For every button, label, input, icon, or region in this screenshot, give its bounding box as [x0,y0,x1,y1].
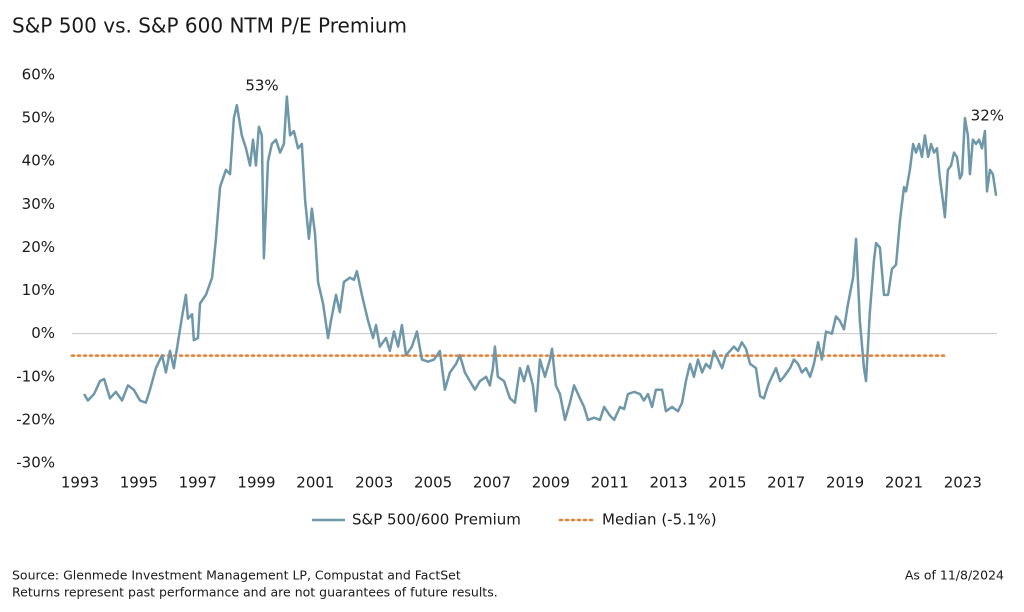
y-tick-label: -10% [16,367,55,385]
x-tick-label: 2003 [355,474,393,492]
x-tick-label: 2023 [944,474,982,492]
annotation: 32% [971,107,1004,125]
disclaimer: Returns represent past performance and a… [12,585,498,600]
x-tick-label: 2013 [649,474,687,492]
x-tick-label: 2015 [708,474,746,492]
x-tick-label: 2021 [885,474,923,492]
x-tick-label: 2009 [532,474,570,492]
x-tick-label: 2019 [826,474,864,492]
x-tick-label: 1997 [179,474,217,492]
y-tick-label: 30% [22,195,55,213]
x-tick-label: 1999 [237,474,275,492]
chart-title: S&P 500 vs. S&P 600 NTM P/E Premium [12,14,407,38]
x-tick-label: 2001 [296,474,334,492]
y-tick-label: 10% [22,281,55,299]
x-tick-label: 2011 [591,474,629,492]
x-tick-label: 2005 [414,474,452,492]
y-tick-label: 20% [22,238,55,256]
annotation: 53% [245,77,278,95]
y-tick-label: -20% [16,410,55,428]
x-tick-label: 2007 [473,474,511,492]
y-tick-label: 50% [22,109,55,127]
x-tick-label: 2017 [767,474,805,492]
series-line [82,95,998,422]
x-tick-label: 1995 [120,474,158,492]
source-note: Source: Glenmede Investment Management L… [12,568,461,583]
as-of-date: As of 11/8/2024 [905,568,1004,583]
legend-label: S&P 500/600 Premium [352,511,521,529]
legend-label: Median (-5.1%) [602,511,717,529]
y-tick-label: 60% [22,66,55,84]
y-tick-label: 0% [31,324,55,342]
y-tick-label: 40% [22,152,55,170]
x-tick-label: 1993 [61,474,99,492]
y-tick-label: -30% [16,454,55,472]
